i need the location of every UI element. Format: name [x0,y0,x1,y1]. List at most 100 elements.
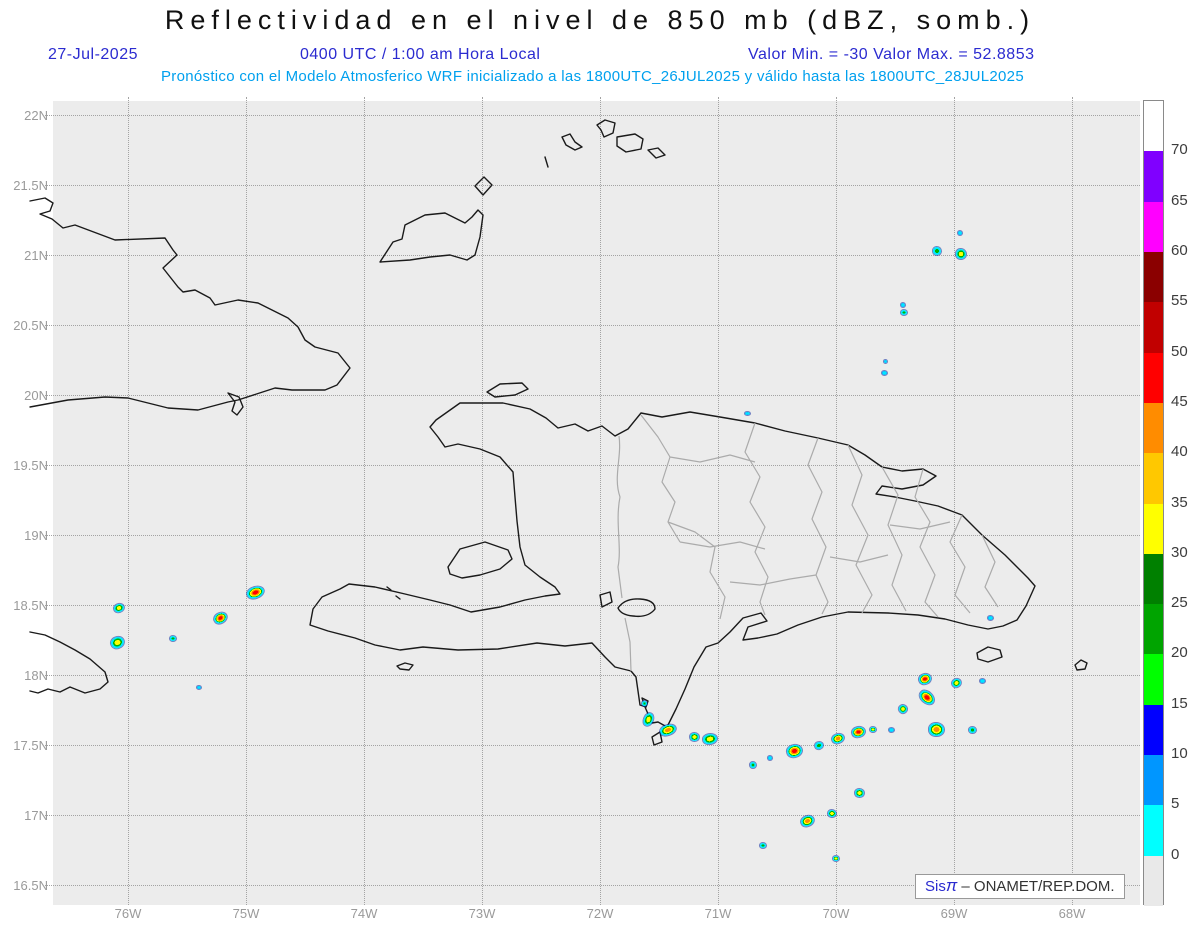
lat-tick-label: 17N [24,808,48,823]
colorbar-tick-label: 15 [1171,694,1188,712]
reflectivity-cell [869,727,876,733]
great-inagua-island [379,209,484,263]
lat-tick-label: 18.5N [13,598,48,613]
reflectivity-cell [828,810,837,818]
grid-line-lon [364,97,365,905]
reflectivity-cell [979,678,985,683]
little-inagua-island [474,176,493,196]
etang-saumatre [599,591,613,608]
colorbar-segment [1144,402,1163,454]
reflectivity-cell [957,230,962,235]
sispi-logo: Sis [925,878,946,895]
lon-tick-label: 69W [940,906,968,921]
colorbar-tick-label: 30 [1171,543,1188,561]
colorbar-tick-label: 40 [1171,443,1188,461]
colorbar-segment [1144,101,1163,152]
lat-tick-label: 22N [24,108,48,123]
grid-line-lon [600,97,601,905]
dr-province-borders [640,414,999,620]
colorbar-tick-label: 60 [1171,241,1188,259]
lon-tick-label: 73W [468,906,496,921]
grid-line-lat [45,185,1140,186]
colorbar-segment [1144,302,1163,353]
lon-tick-label: 71W [704,906,732,921]
tortuga-island [486,382,529,398]
shaded-data-region [53,101,1140,905]
colorbar-tick-label: 5 [1171,795,1180,813]
reflectivity-cell [855,788,865,797]
colorbar-tick-label: 50 [1171,342,1188,360]
reflectivity-cell [884,359,888,363]
beata-island [651,731,663,746]
grid-line-lon [718,97,719,905]
colorbar-segment [1144,201,1163,252]
grid-line-lon [128,97,129,905]
branding-box: Sisπ – ONAMET/REP.DOM. [915,874,1125,899]
reflectivity-cell [956,248,967,259]
lon-tick-label: 68W [1058,906,1086,921]
lon-tick-label: 72W [586,906,614,921]
reflectivity-cell [928,723,944,737]
pi-symbol: π [945,876,958,895]
reflectivity-cell [196,686,201,690]
colorbar-segment [1144,503,1163,554]
reflectivity-cell [933,246,942,255]
colorbar-tick-label: 55 [1171,292,1188,310]
valid-date-label: 27-Jul-2025 [48,46,138,63]
reflectivity-cell [169,636,176,642]
lat-tick-label: 20N [24,388,48,403]
lat-tick-label: 18N [24,668,48,683]
gonave-island [447,541,513,579]
reflectivity-cell [988,615,994,620]
lon-tick-label: 75W [232,906,260,921]
grid-line-lat [45,605,1140,606]
colorbar-tick-label: 45 [1171,392,1188,410]
reflectivity-cell [888,727,894,732]
reflectivity-cell [750,761,757,768]
grid-line-lat [45,745,1140,746]
colorbar-segment [1144,805,1163,856]
valid-time-label: 0400 UTC / 1:00 am Hora Local [300,46,541,63]
colorbar-segment [1144,453,1163,504]
reflectivity-cell [767,755,772,760]
grid-line-lat [45,115,1140,116]
turks-caicos-islands [544,119,666,168]
reflectivity-cell [642,700,648,706]
grid-line-lon [1072,97,1073,905]
lon-tick-label: 76W [114,906,142,921]
colorbar-tick-label: 25 [1171,594,1188,612]
grid-line-lat [45,535,1140,536]
colorbar-segment [1144,352,1163,403]
forecast-init-label: Pronóstico con el Modelo Atmosferico WRF… [161,68,1024,85]
page-title: Reflectividad en el nivel de 850 mb (dBZ… [164,5,1036,35]
value-minmax-label: Valor Min. = -30 Valor Max. = 52.8853 [748,46,1035,63]
agency-label: – ONAMET/REP.DOM. [961,878,1115,895]
grid-line-lat [45,815,1140,816]
lat-tick-label: 16.5N [13,878,48,893]
grid-line-lon [954,97,955,905]
lake-enriquillo [617,598,656,618]
lon-tick-label: 70W [822,906,850,921]
lat-tick-label: 19N [24,528,48,543]
colorbar-segment [1144,553,1163,605]
grid-line-lon [482,97,483,905]
colorbar-tick-label: 65 [1171,191,1188,209]
grid-line-lat [45,395,1140,396]
grid-line-lat [45,885,1140,886]
colorbar-tick-label: 20 [1171,644,1188,662]
colorbar-tick-label: 35 [1171,493,1188,511]
reflectivity-cell [901,309,908,315]
reflectivity-cell [881,370,887,375]
mona-island [1074,659,1088,671]
jamaica-coastline [29,631,109,694]
dbz-colorbar [1143,100,1164,906]
grid-line-lat [45,255,1140,256]
grid-line-lon [246,97,247,905]
colorbar-segment [1144,604,1163,655]
ile-a-vache [396,662,414,671]
colorbar-segment [1144,855,1163,906]
grid-line-lat [45,325,1140,326]
reflectivity-cell [969,726,977,733]
lon-tick-label: 74W [350,906,378,921]
colorbar-tick-label: 70 [1171,141,1188,159]
